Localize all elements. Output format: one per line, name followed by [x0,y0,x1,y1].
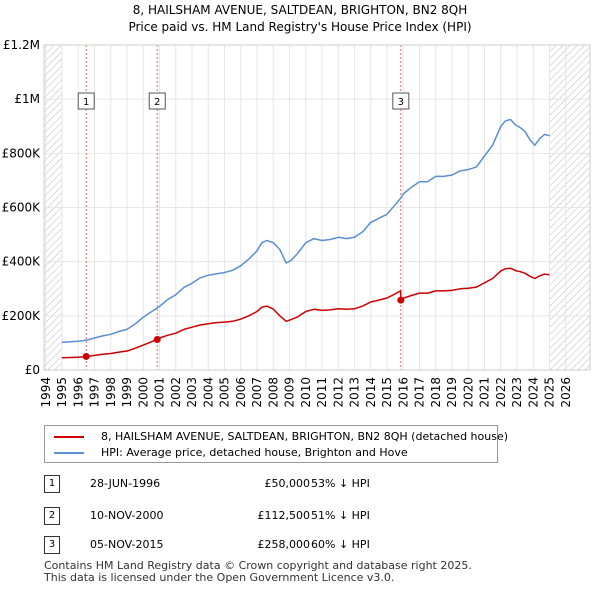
sale-marker [397,296,405,304]
x-tick-label: 2017 [413,377,427,408]
x-tick-label: 2010 [299,377,313,408]
table-row: 3 05-NOV-2015 £258,000 60% ↓ HPI [44,536,484,554]
legend: 8, HAILSHAM AVENUE, SALTDEAN, BRIGHTON, … [44,425,508,463]
sale-label-box [392,92,410,110]
row-hpi: 53% ↓ HPI [311,477,370,490]
sale-marker [153,336,161,344]
table-row: 1 28-JUN-1996 £50,000 53% ↓ HPI [44,475,484,493]
x-tick-label: 2018 [429,377,443,408]
legend-label-price: 8, HAILSHAM AVENUE, SALTDEAN, BRIGHTON, … [101,430,509,443]
x-tick-label: 2021 [478,377,492,408]
x-tick-label: 2007 [250,377,264,408]
x-tick-label: 2011 [315,377,329,408]
x-tick-label: 2012 [331,377,345,408]
y-tick-label: £800K [2,146,42,160]
y-tick-label: £600K [2,201,42,215]
table-row: 2 10-NOV-2000 £112,500 51% ↓ HPI [44,507,484,525]
row-hpi: 51% ↓ HPI [311,509,370,522]
row-price: £50,000 [264,477,311,490]
sale-label-box [148,92,166,110]
row-number-badge: 2 [44,507,60,525]
hpi-series-line [61,118,550,344]
x-tick-label: 1998 [104,377,118,408]
x-tick-label: 2006 [234,377,248,408]
x-tick-label: 1997 [88,377,102,408]
x-tick-label: 2023 [510,377,524,408]
x-tick-label: 2003 [185,377,199,408]
x-tick-label: 2014 [364,377,378,408]
x-tick-label: 2025 [543,377,557,408]
sale-label-text: 3 [398,97,404,108]
x-tick-label: 2008 [266,377,280,408]
sale-label-box [77,92,95,110]
x-tick-label: 2002 [169,377,183,408]
x-tick-label: 2020 [461,377,475,408]
row-price: £112,500 [257,509,311,522]
footer-line1: Contains HM Land Registry data © Crown c… [44,559,472,572]
x-tick-label: 1996 [71,377,85,408]
x-tick-label: 2026 [559,377,573,408]
x-tick-label: 2024 [526,377,540,408]
x-tick-label: 2001 [153,377,167,408]
y-tick-label: £200K [2,309,42,323]
x-tick-label: 2005 [218,377,232,408]
sale-label-text: 1 [83,97,89,108]
x-tick-label: 2009 [283,377,297,408]
sale-marker [82,352,90,360]
x-tick-label: 2022 [494,377,508,408]
legend-swatch-price [54,436,84,438]
x-tick-label: 2015 [380,377,394,408]
x-tick-label: 2004 [201,377,215,408]
x-tick-label: 2019 [445,377,459,408]
footer: Contains HM Land Registry data © Crown c… [44,560,472,584]
row-number-badge: 3 [44,536,60,554]
footer-line2: This data is licensed under the Open Gov… [44,571,395,584]
row-number-badge: 1 [44,475,60,493]
legend-swatch-hpi [54,452,84,454]
x-tick-label: 2013 [348,377,362,408]
y-tick-label: £1.2M [3,38,40,52]
x-tick-label: 1994 [39,377,53,408]
x-tick-label: 2000 [136,377,150,408]
y-tick-label: £400K [2,255,42,269]
x-tick-label: 2016 [396,377,410,408]
sale-label-text: 2 [154,97,160,108]
row-price: £258,000 [257,538,311,551]
x-tick-label: 1995 [55,377,69,408]
chart-title-line2: Price paid vs. HM Land Registry's House … [128,20,472,34]
y-tick-label: £1M [14,92,40,106]
y-tick-label: £0 [25,363,40,377]
chart-title-line1: 8, HAILSHAM AVENUE, SALTDEAN, BRIGHTON, … [132,3,468,17]
row-date: 10-NOV-2000 [90,509,164,522]
row-hpi: 60% ↓ HPI [311,538,370,551]
plot-frame [43,44,591,371]
legend-label-hpi: HPI: Average price, detached house, Brig… [101,446,408,459]
x-tick-label: 1999 [120,377,134,408]
chart-title: 8, HAILSHAM AVENUE, SALTDEAN, BRIGHTON, … [0,2,600,36]
row-date: 28-JUN-1996 [90,477,161,490]
row-date: 05-NOV-2015 [90,538,164,551]
